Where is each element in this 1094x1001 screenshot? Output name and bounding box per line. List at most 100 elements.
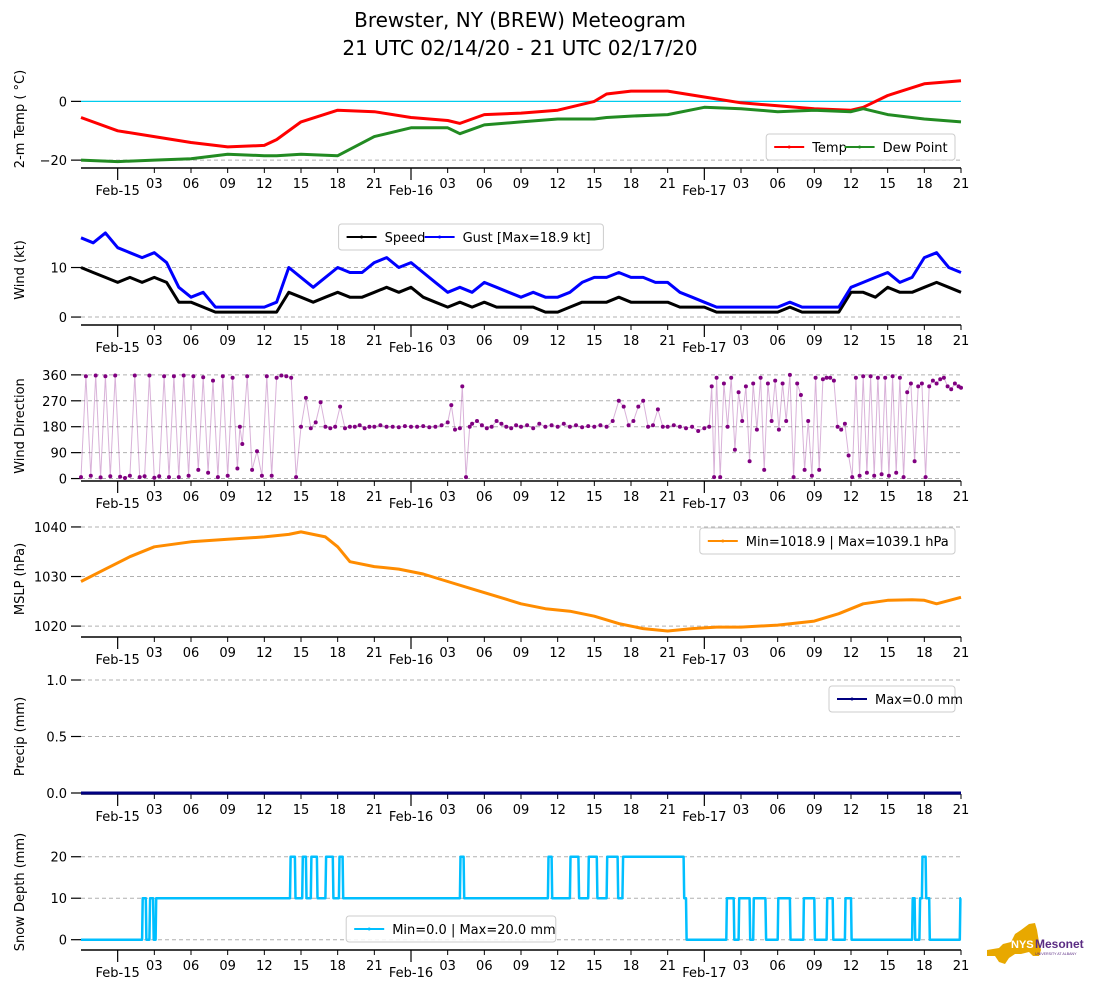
data-point — [499, 421, 504, 426]
y-axis-label: Wind (kt) — [13, 240, 28, 300]
x-minor-tick-label: 12 — [549, 646, 566, 661]
legend-label: Min=1018.9 | Max=1039.1 hPa — [746, 535, 949, 550]
data-point — [820, 377, 825, 382]
data-point — [651, 423, 655, 428]
x-minor-tick-label: 21 — [366, 646, 383, 661]
data-point — [421, 424, 426, 429]
data-point — [162, 374, 167, 379]
data-point — [890, 374, 895, 379]
x-minor-tick-label: 06 — [476, 646, 493, 661]
x-minor-tick-label: 15 — [879, 646, 896, 661]
x-minor-tick-label: 18 — [623, 959, 640, 974]
data-point — [83, 374, 88, 379]
data-point — [740, 419, 745, 423]
y-axis-label: Snow Depth (mm) — [13, 833, 28, 951]
panel-mslp: 1040 1030 1020 MSLP (hPa) Feb-15 Feb-16 Feb-17… — [13, 521, 969, 668]
x-major-tick-label: Feb-17 — [682, 497, 726, 512]
data-point — [631, 419, 636, 423]
data-point — [475, 419, 479, 423]
data-point — [952, 381, 957, 386]
y-tick-label: −20 — [40, 154, 67, 169]
new-york-state-shape-icon — [987, 923, 1041, 964]
chart-title: Brewster, NY (BREW) Meteogram — [354, 8, 686, 32]
data-point — [784, 419, 789, 423]
x-major-tick-label: Feb-16 — [389, 497, 433, 512]
data-point — [409, 424, 413, 429]
data-point — [279, 373, 284, 378]
data-point — [531, 426, 536, 431]
data-point — [791, 475, 796, 480]
x-minor-tick-label: 21 — [659, 334, 676, 349]
x-minor-tick-label: 06 — [183, 959, 200, 974]
x-minor-tick-label: 18 — [623, 177, 640, 192]
x-minor-tick-label: 09 — [219, 646, 236, 661]
data-point — [665, 424, 670, 429]
data-point — [872, 473, 877, 478]
x-minor-tick-label: 18 — [916, 334, 933, 349]
data-point — [660, 424, 665, 429]
x-major-tick-label: Feb-16 — [389, 341, 433, 356]
x-minor-tick-label: 06 — [476, 803, 493, 818]
x-minor-tick-label: 12 — [843, 646, 860, 661]
legend-label: Gust [Max=18.9 kt] — [463, 231, 591, 246]
data-point — [537, 421, 542, 426]
data-point — [384, 424, 389, 429]
data-point — [696, 429, 701, 433]
data-point — [677, 424, 682, 429]
data-point — [225, 473, 230, 478]
data-point — [274, 375, 279, 380]
x-major-tick-label: Feb-15 — [96, 810, 140, 825]
x-minor-tick-label: 03 — [439, 803, 456, 818]
x-minor-tick-label: 15 — [879, 803, 896, 818]
x-major-tick-label: Feb-16 — [389, 966, 433, 981]
data-point — [230, 375, 235, 380]
data-point — [721, 381, 726, 386]
data-point — [504, 424, 509, 429]
x-minor-tick-label: 03 — [146, 177, 163, 192]
x-minor-tick-label: 21 — [953, 803, 970, 818]
x-minor-tick-label: 15 — [586, 959, 603, 974]
data-point — [132, 373, 137, 378]
x-minor-tick-label: 15 — [586, 646, 603, 661]
x-minor-tick-label: 21 — [366, 177, 383, 192]
data-point — [142, 474, 147, 479]
x-minor-tick-label: 15 — [879, 177, 896, 192]
data-point — [108, 474, 113, 479]
data-point — [883, 375, 888, 380]
data-point — [396, 425, 401, 430]
x-minor-tick-label: 06 — [183, 490, 200, 505]
data-point — [802, 467, 807, 472]
data-point — [758, 375, 763, 380]
nys-mesonet-logo: NYS Mesonet UNIVERSITY AT ALBANY — [987, 923, 1084, 964]
x-major-tick-label: Feb-17 — [682, 341, 726, 356]
x-minor-tick-label: 06 — [769, 334, 786, 349]
data-point — [489, 424, 494, 429]
x-minor-tick-label: 21 — [953, 177, 970, 192]
x-minor-tick-label: 03 — [733, 334, 750, 349]
chart-subtitle: 21 UTC 02/14/20 - 21 UTC 02/17/20 — [342, 36, 698, 60]
x-minor-tick-label: 09 — [806, 803, 823, 818]
data-point — [646, 424, 651, 429]
x-minor-tick-label: 18 — [329, 803, 346, 818]
x-major-tick-label: Feb-15 — [96, 966, 140, 981]
data-point — [123, 476, 127, 480]
logo-brand-text: Mesonet — [1035, 937, 1084, 951]
data-point — [457, 426, 462, 431]
data-point — [707, 424, 712, 429]
data-point — [621, 404, 626, 409]
x-minor-tick-label: 06 — [769, 959, 786, 974]
data-point — [479, 423, 484, 428]
data-point — [762, 467, 767, 472]
x-minor-tick-label: 21 — [659, 803, 676, 818]
data-point — [453, 427, 457, 432]
x-major-tick-label: Feb-15 — [96, 497, 140, 512]
data-point — [912, 459, 917, 464]
data-point — [303, 395, 308, 400]
logo-sub-text: UNIVERSITY AT ALBANY — [1035, 952, 1077, 956]
data-point — [343, 426, 347, 431]
x-minor-tick-label: 15 — [293, 959, 310, 974]
data-point — [328, 426, 333, 431]
x-minor-tick-label: 06 — [476, 334, 493, 349]
x-minor-tick-label: 15 — [293, 177, 310, 192]
data-point — [372, 424, 377, 429]
